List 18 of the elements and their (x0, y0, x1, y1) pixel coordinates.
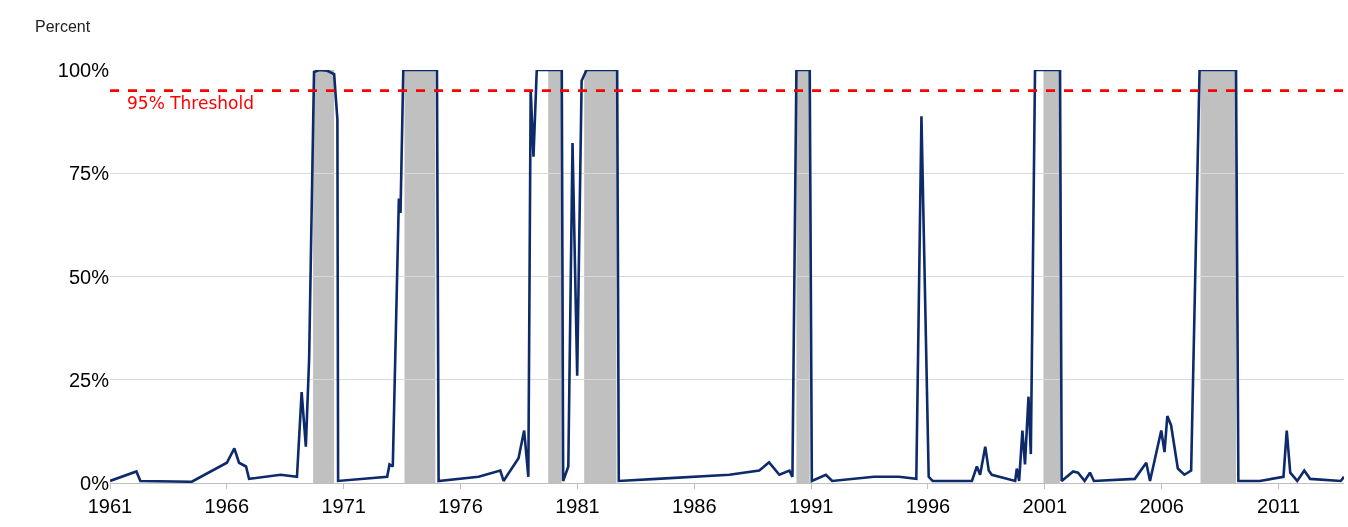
y-tick-label: 50% (68, 265, 110, 288)
x-tick-label: 1986 (672, 495, 717, 517)
x-tick-label: 2011 (1257, 495, 1301, 517)
ref-line-label: 95% Threshold (127, 93, 254, 113)
x-tick-label: 1996 (905, 495, 951, 517)
x-tick-label: 2006 (1139, 495, 1184, 517)
x-tick-label: 1976 (438, 495, 483, 517)
x-tick-label: 1961 (87, 495, 133, 517)
y-tick-label: 0% (80, 472, 110, 494)
y-axis-title: Percent (35, 18, 91, 35)
x-tick-label: 1966 (204, 495, 250, 517)
x-tick-label: 1991 (788, 495, 834, 517)
y-tick-label: 25% (68, 368, 110, 391)
x-tick-label: 1981 (555, 495, 600, 517)
x-tick-label: 2001 (1022, 495, 1068, 517)
y-tick-label: 100% (57, 59, 110, 81)
y-tick-label: 75% (68, 162, 110, 185)
x-tick-label: 1971 (321, 495, 366, 517)
